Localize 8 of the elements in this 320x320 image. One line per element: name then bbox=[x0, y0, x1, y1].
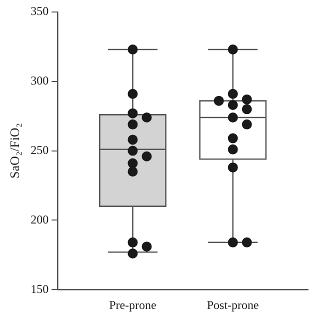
y-axis-title: SaO₂/FiO₂ bbox=[7, 123, 22, 178]
y-tick-label: 200 bbox=[30, 212, 49, 226]
y-tick-label: 300 bbox=[30, 74, 49, 88]
x-tick-label: Pre-prone bbox=[109, 298, 156, 312]
x-tick-label: Post-prone bbox=[206, 298, 259, 312]
y-tick-label: 350 bbox=[30, 4, 49, 18]
y-tick-label: 150 bbox=[30, 282, 49, 296]
y-tick-label: 250 bbox=[30, 142, 49, 157]
